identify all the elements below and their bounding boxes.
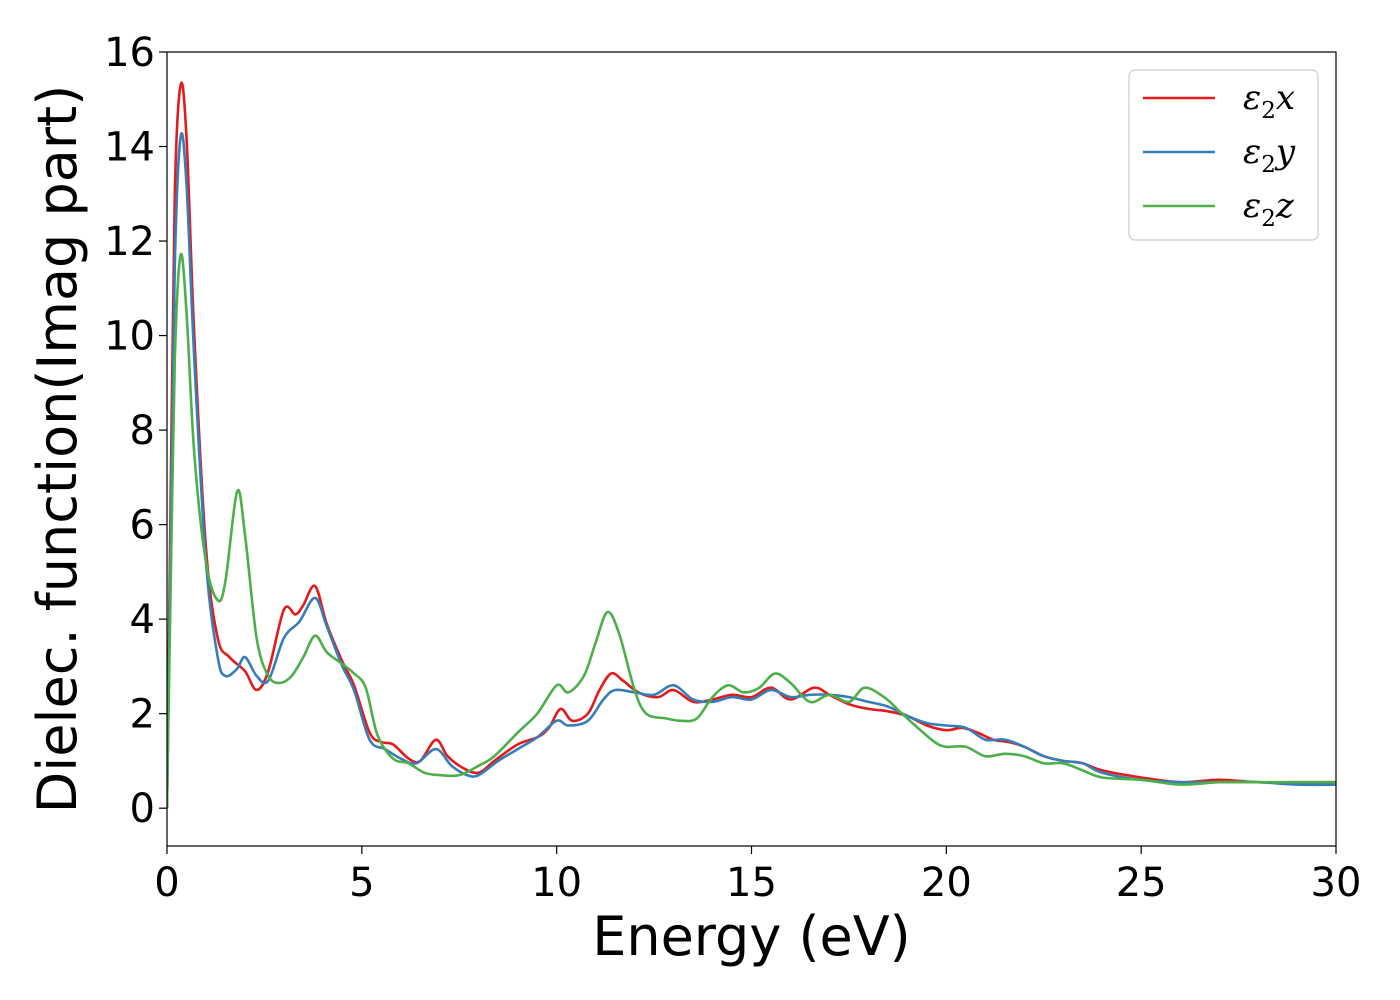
y-axis: 0 2 4 6 8 10 12 14 16 [104, 30, 167, 832]
y-tick-label: 0 [130, 786, 155, 832]
y-tick-label: 10 [104, 314, 155, 360]
y-tick-label: 6 [130, 503, 155, 549]
y-tick-label: 14 [104, 125, 155, 171]
x-tick-label: 5 [349, 860, 374, 906]
legend-label: ε2y [1243, 132, 1296, 178]
y-tick-label: 2 [130, 692, 155, 738]
series-layer [167, 81, 1336, 809]
y-tick-label: 12 [104, 219, 155, 265]
x-tick-label: 30 [1311, 860, 1362, 906]
legend-item-x: ε2x [1143, 78, 1295, 124]
x-tick-label: 25 [1116, 860, 1167, 906]
legend-item-z: ε2z [1143, 186, 1295, 232]
y-tick-label: 16 [104, 30, 155, 76]
legend: ε2x ε2y ε2z [1128, 69, 1319, 241]
y-tick-label: 4 [130, 597, 155, 643]
legend-item-y: ε2y [1143, 132, 1296, 178]
x-tick-label: 0 [154, 860, 179, 906]
x-axis: 0 5 10 15 20 25 30 [154, 846, 1361, 906]
x-tick-label: 10 [531, 860, 582, 906]
legend-box [1128, 69, 1319, 241]
legend-label: ε2z [1243, 186, 1295, 232]
y-tick-label: 8 [130, 408, 155, 454]
series-line-z [167, 252, 1336, 809]
x-axis-label: Energy (eV) [592, 905, 911, 968]
y-axis-label: Dielec. function(Imag part) [26, 85, 89, 814]
x-tick-label: 15 [726, 860, 777, 906]
legend-label: ε2x [1243, 78, 1295, 124]
series-line-y [167, 132, 1336, 809]
x-tick-label: 20 [921, 860, 972, 906]
